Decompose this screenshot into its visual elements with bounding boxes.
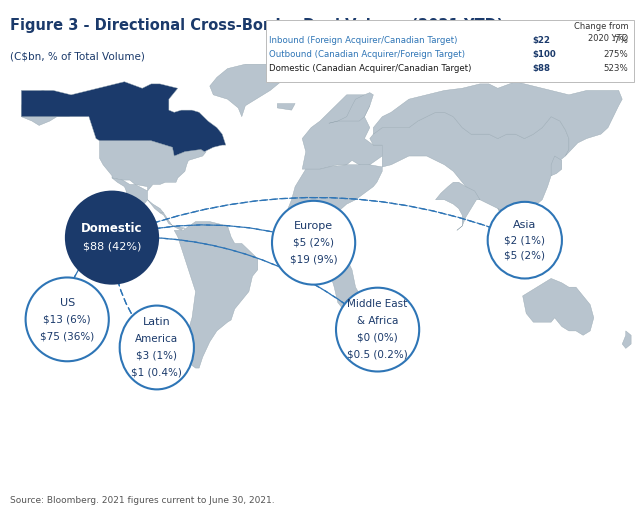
Polygon shape (112, 178, 164, 213)
Polygon shape (21, 90, 69, 125)
Text: $75 (36%): $75 (36%) (40, 331, 94, 341)
Polygon shape (100, 141, 206, 191)
Text: $100: $100 (532, 50, 556, 59)
Polygon shape (551, 156, 562, 176)
Text: (C$bn, % of Total Volume): (C$bn, % of Total Volume) (10, 51, 145, 61)
Ellipse shape (66, 192, 158, 284)
Text: $19 (9%): $19 (9%) (290, 254, 337, 265)
Text: Inbound (Foreign Acquirer/Canadian Target): Inbound (Foreign Acquirer/Canadian Targe… (269, 36, 458, 45)
Polygon shape (526, 208, 537, 230)
Polygon shape (622, 331, 631, 349)
Ellipse shape (336, 288, 419, 371)
Text: & Africa: & Africa (357, 316, 398, 326)
Text: Latin: Latin (143, 317, 171, 328)
Ellipse shape (26, 277, 109, 361)
Text: -7%: -7% (612, 36, 628, 45)
Polygon shape (370, 112, 569, 243)
Text: $88: $88 (532, 64, 550, 74)
Polygon shape (523, 278, 594, 335)
Text: $1 (0.4%): $1 (0.4%) (131, 367, 182, 378)
Polygon shape (498, 208, 512, 246)
Text: Outbound (Canadian Acquirer/Foreign Target): Outbound (Canadian Acquirer/Foreign Targ… (269, 50, 465, 59)
Text: America: America (135, 334, 179, 344)
Ellipse shape (120, 306, 194, 389)
Text: $88 (42%): $88 (42%) (83, 242, 141, 252)
Text: Domestic (Canadian Acquirer/Canadian Target): Domestic (Canadian Acquirer/Canadian Tar… (269, 64, 472, 74)
Text: Change from
2020 YTD: Change from 2020 YTD (574, 22, 628, 42)
Text: $22: $22 (532, 36, 550, 45)
Text: Middle East: Middle East (348, 299, 408, 310)
Polygon shape (373, 82, 622, 156)
Text: US: US (60, 297, 75, 308)
Polygon shape (277, 104, 295, 110)
Text: $0 (0%): $0 (0%) (357, 333, 398, 343)
Polygon shape (489, 237, 558, 265)
Polygon shape (302, 95, 382, 169)
Text: 523%: 523% (604, 64, 628, 74)
Text: $0.5 (0.2%): $0.5 (0.2%) (348, 350, 408, 360)
Polygon shape (329, 92, 373, 123)
FancyBboxPatch shape (266, 20, 634, 82)
Polygon shape (288, 165, 382, 327)
Text: Europe: Europe (294, 221, 333, 231)
Text: Domestic: Domestic (81, 222, 143, 235)
Polygon shape (160, 213, 185, 230)
Ellipse shape (272, 201, 355, 285)
Text: Source: Bloomberg. 2021 figures current to June 30, 2021.: Source: Bloomberg. 2021 figures current … (10, 496, 274, 505)
Polygon shape (21, 82, 226, 156)
Text: 275%: 275% (604, 50, 628, 59)
Polygon shape (436, 182, 480, 230)
Text: $13 (6%): $13 (6%) (44, 314, 91, 324)
Text: Asia: Asia (513, 220, 536, 230)
Text: $3 (1%): $3 (1%) (136, 351, 177, 361)
Text: $2 (1%): $2 (1%) (504, 235, 545, 245)
Polygon shape (210, 64, 284, 117)
Polygon shape (174, 222, 258, 368)
Text: Figure 3 - Directional Cross-Border Deal Volume (2021 YTD): Figure 3 - Directional Cross-Border Deal… (10, 18, 503, 33)
Text: $5 (2%): $5 (2%) (504, 250, 545, 261)
Ellipse shape (488, 202, 562, 278)
Text: $5 (2%): $5 (2%) (293, 238, 334, 248)
